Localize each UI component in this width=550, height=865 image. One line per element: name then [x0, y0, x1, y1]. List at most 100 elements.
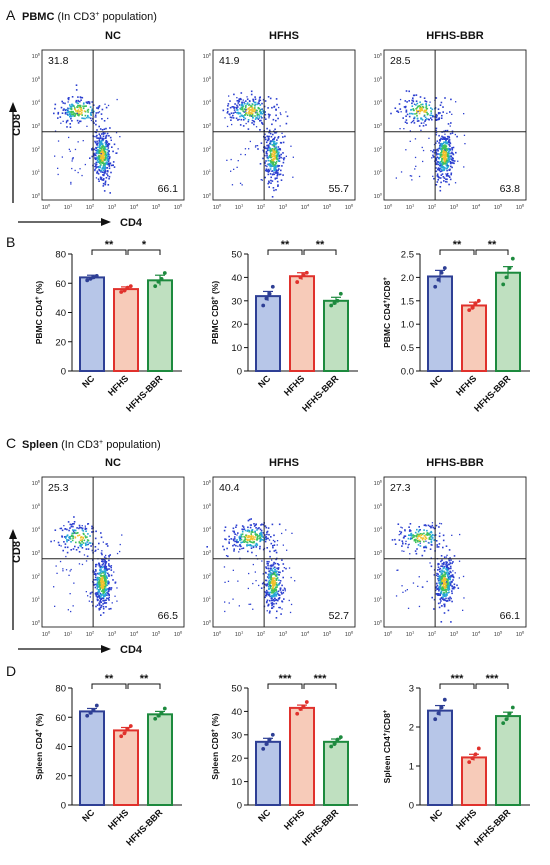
flow-dot: [251, 552, 253, 554]
flow-dot: [228, 536, 230, 538]
flow-dot: [72, 113, 74, 115]
flow-dot: [256, 546, 258, 548]
flow-dot: [94, 157, 96, 159]
flow-dot: [286, 156, 287, 157]
flow-dot: [96, 107, 98, 109]
flow-dot: [83, 140, 84, 141]
flow-dot: [432, 155, 434, 157]
flow-dot: [408, 526, 410, 528]
flow-dot: [463, 166, 464, 167]
flow-dot: [86, 536, 88, 538]
flow-dot: [449, 158, 451, 160]
flow-dot: [267, 591, 269, 593]
flow-dot: [105, 181, 107, 183]
flow-dot: [456, 585, 458, 587]
flow-dot: [114, 596, 115, 597]
flow-dot: [106, 177, 108, 179]
flow-dot: [450, 163, 452, 165]
flow-dot: [269, 580, 271, 582]
flow-dot: [274, 137, 276, 139]
flow-dot: [245, 148, 246, 149]
flow-dot: [443, 180, 445, 182]
flow-dot: [55, 104, 57, 106]
flow-dot: [246, 545, 248, 547]
panel-letter-A: A: [6, 7, 16, 23]
flow-dot: [74, 115, 76, 117]
flow-dot: [98, 563, 100, 565]
flow-dot: [267, 610, 268, 611]
flow-dot: [437, 546, 439, 548]
flow-dot: [104, 167, 106, 169]
flow-dot: [106, 107, 108, 109]
flow-dot: [447, 583, 449, 585]
flow-y-tick: 103: [374, 549, 383, 558]
flow-dot: [268, 561, 270, 563]
flow-dot: [244, 108, 246, 110]
flow-dot: [108, 583, 110, 585]
flow-dot: [261, 142, 263, 144]
flow-dot: [107, 592, 109, 594]
flow-dot: [80, 540, 82, 542]
flow-dot: [415, 535, 417, 537]
flow-dot: [71, 120, 73, 122]
category-label: NC: [256, 373, 273, 390]
flow-dot: [100, 614, 102, 616]
flow-dot: [243, 541, 245, 543]
bar-nc: [256, 742, 280, 805]
flow-dot: [60, 116, 62, 118]
flow-dot: [225, 526, 227, 528]
flow-dot: [83, 533, 85, 535]
flow-dot: [443, 540, 445, 542]
flow-dot: [400, 108, 402, 110]
flow-dot: [252, 112, 254, 114]
flow-dot: [226, 548, 228, 550]
flow-dot: [103, 586, 105, 588]
flow-dot: [271, 543, 273, 545]
flow-dot: [102, 109, 104, 111]
flow-dot: [56, 573, 57, 574]
flow-dot: [255, 527, 257, 529]
flow-dot: [82, 525, 83, 526]
data-point: [299, 707, 303, 711]
flow-dot: [247, 530, 249, 532]
y-tick-label: 0: [237, 801, 242, 812]
flow-dot: [70, 118, 72, 120]
flow-dot: [273, 172, 274, 173]
flow-dot: [443, 562, 445, 564]
flow-dot: [259, 120, 261, 122]
flow-dot: [281, 165, 283, 167]
flow-y-tick: 101: [374, 168, 383, 177]
flow-dot: [260, 116, 262, 118]
flow-dot: [270, 574, 272, 576]
flow-dot: [239, 104, 241, 106]
y-tick-label: 60: [55, 713, 66, 724]
flow-dot: [90, 542, 92, 544]
flow-dot: [254, 525, 256, 527]
flow-dot: [257, 535, 259, 537]
flow-dot: [270, 177, 272, 179]
flow-dot: [100, 178, 102, 180]
flow-dot: [59, 544, 61, 546]
flow-dot: [256, 126, 257, 127]
flow-dot: [104, 568, 106, 570]
flow-dot: [266, 166, 267, 167]
flow-dot: [68, 540, 69, 541]
flow-dot: [432, 534, 434, 536]
flow-dot: [244, 114, 246, 116]
flow-x-tick: 105: [152, 630, 161, 639]
flow-dot: [280, 592, 282, 594]
flow-y-tick: 100: [32, 192, 41, 201]
bar-nc: [256, 296, 280, 371]
flow-dot: [396, 595, 397, 596]
y-axis-label: Spleen CD4+ (%): [34, 713, 44, 780]
flow-dot: [249, 604, 250, 605]
flow-dot: [111, 146, 113, 148]
flow-dot: [279, 582, 281, 584]
flow-dot: [276, 98, 278, 100]
flow-dot: [106, 154, 108, 156]
flow-y-tick: 104: [32, 525, 41, 534]
flow-dot: [255, 580, 256, 581]
flow-dot: [242, 531, 244, 533]
flow-dot: [72, 537, 74, 539]
flow-dot: [69, 104, 71, 106]
